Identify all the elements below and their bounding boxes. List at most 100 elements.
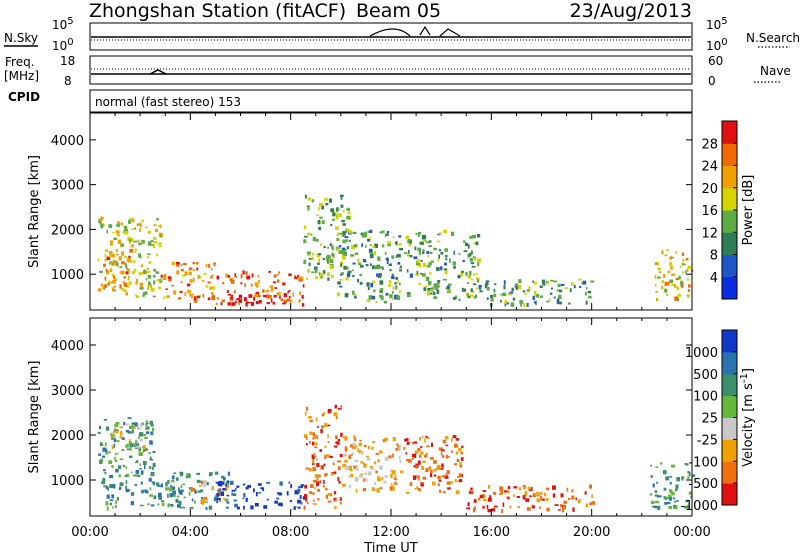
- velocity-cell: [313, 499, 315, 502]
- power-cell: [677, 293, 681, 297]
- velocity-cell: [222, 481, 225, 485]
- power-cell: [387, 244, 391, 247]
- power-cell: [403, 252, 408, 254]
- power-cell: [192, 262, 195, 265]
- power-cell: [257, 275, 260, 278]
- velocity-cell: [390, 474, 393, 479]
- velocity-cell: [663, 470, 667, 475]
- power-colorbar-swatch: [722, 187, 737, 211]
- power-cell: [230, 295, 234, 299]
- power-cell: [173, 290, 177, 295]
- power-cell: [280, 298, 284, 302]
- power-cell: [398, 243, 402, 246]
- velocity-cell: [226, 501, 230, 504]
- velocity-cell: [215, 493, 218, 496]
- velocity-cell: [381, 477, 384, 481]
- velocity-cell: [245, 486, 249, 490]
- power-cell: [370, 282, 373, 288]
- power-cell: [115, 279, 118, 281]
- velocity-cell: [121, 437, 125, 440]
- power-cell: [100, 224, 104, 229]
- velocity-cell: [136, 473, 139, 478]
- velocity-cell: [375, 452, 379, 455]
- velocity-cell: [437, 483, 440, 487]
- power-cell: [377, 274, 382, 278]
- power-cell: [120, 222, 124, 226]
- power-cell: [517, 284, 522, 289]
- velocity-cell: [420, 451, 424, 455]
- power-cell: [438, 254, 440, 259]
- power-cell: [207, 297, 211, 301]
- power-cell: [526, 289, 530, 292]
- velocity-cell: [415, 465, 418, 469]
- velocity-cell: [314, 474, 319, 478]
- velocity-cell: [383, 480, 387, 484]
- velocity-cell: [194, 489, 197, 494]
- velocity-cell: [165, 482, 168, 487]
- power-cell: [123, 225, 128, 229]
- power-cell: [270, 287, 274, 292]
- velocity-cell: [145, 490, 149, 494]
- power-cell: [514, 283, 518, 288]
- velocity-cell: [362, 488, 366, 492]
- power-cell: [400, 265, 402, 269]
- power-cell: [564, 287, 569, 289]
- power-cell: [128, 276, 130, 278]
- velocity-cell: [366, 455, 369, 458]
- power-cell: [116, 253, 119, 256]
- power-cell: [254, 293, 259, 296]
- power-cell: [477, 233, 481, 238]
- power-cell: [128, 241, 131, 244]
- power-cell: [344, 236, 349, 239]
- power-cell: [392, 298, 394, 300]
- power-cells: [97, 194, 694, 307]
- velocity-cell: [170, 504, 173, 506]
- power-cell: [361, 243, 363, 247]
- velocity-cell: [247, 484, 251, 488]
- velocity-cell: [148, 477, 152, 482]
- power-cell: [235, 275, 237, 278]
- power-cell: [422, 235, 426, 240]
- velocity-cell: [141, 452, 143, 456]
- velocity-colorbar-tick-label: 100: [693, 390, 718, 405]
- power-colorbar-swatch: [722, 210, 737, 233]
- velocity-cell: [105, 451, 109, 455]
- power-cell: [196, 295, 200, 299]
- power-cell: [301, 303, 305, 307]
- power-cell: [345, 277, 349, 281]
- power-cell: [436, 240, 441, 243]
- velocity-cell: [454, 479, 457, 483]
- power-cell: [125, 263, 128, 268]
- power-cell: [216, 275, 220, 280]
- velocity-cell: [359, 474, 363, 478]
- power-cell: [467, 282, 469, 285]
- velocity-cell: [116, 440, 120, 443]
- velocity-cell: [361, 451, 364, 455]
- power-cell: [131, 228, 135, 230]
- power-cell: [103, 266, 105, 268]
- power-cell: [139, 286, 144, 290]
- velocity-cell: [201, 499, 206, 503]
- power-cell: [346, 246, 350, 250]
- power-cell: [546, 280, 550, 285]
- power-cell: [134, 248, 137, 251]
- velocity-cell: [441, 449, 445, 452]
- velocity-cell: [312, 463, 315, 465]
- velocity-colorbar-tick-label: 500: [693, 368, 718, 383]
- n-left-top-tick: 105: [52, 16, 74, 32]
- velocity-cell: [395, 448, 399, 451]
- power-cell: [477, 258, 482, 263]
- power-cell: [426, 264, 431, 268]
- power-cell: [436, 289, 440, 294]
- velocity-cell: [125, 423, 129, 426]
- velocity-cell: [227, 471, 231, 476]
- power-cell: [658, 271, 662, 274]
- velocity-cell: [180, 473, 183, 477]
- power-cell: [148, 281, 151, 286]
- power-cell: [210, 268, 213, 271]
- power-cell: [119, 271, 122, 274]
- velocity-cell: [354, 477, 359, 482]
- velocity-cell: [297, 506, 301, 509]
- power-cell: [500, 293, 504, 296]
- power-region: [215, 270, 305, 307]
